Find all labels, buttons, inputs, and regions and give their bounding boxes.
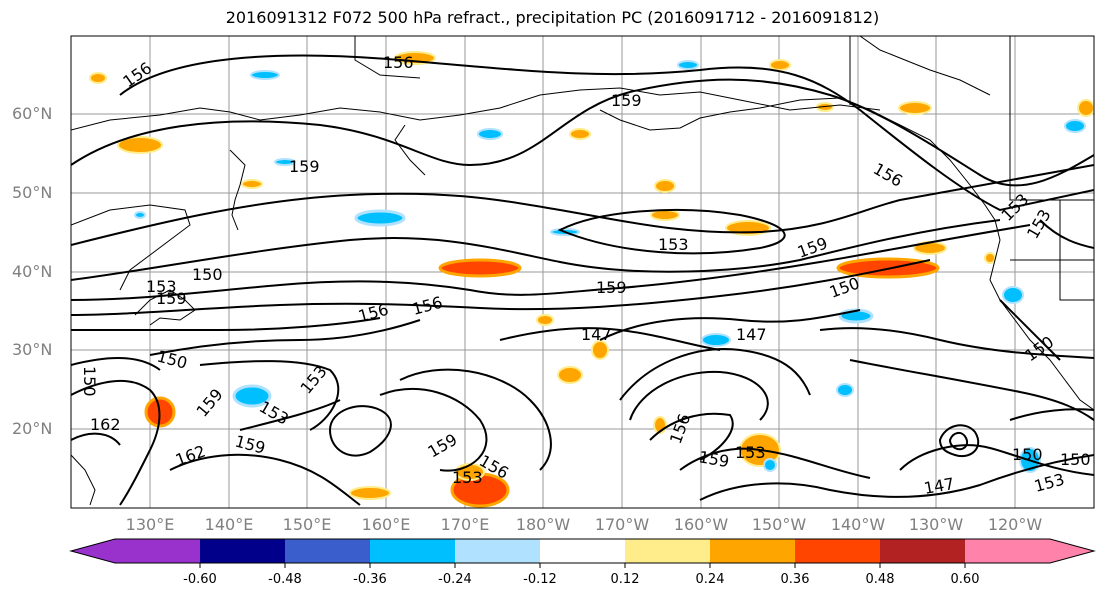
lon-label: 130°E	[125, 515, 175, 534]
colorbar-tick-label: -0.48	[268, 572, 302, 587]
lon-label: 180°W	[515, 515, 571, 534]
colorbar-tick-label: 0.24	[695, 572, 725, 587]
precipitation-shading	[89, 51, 1094, 508]
colorbar-extend-high	[1050, 539, 1094, 563]
contour-label: 159	[611, 91, 642, 110]
colorbar-tick-label: -0.60	[183, 572, 217, 587]
lat-label: 60°N	[12, 104, 53, 123]
lon-label: 150°W	[751, 515, 807, 534]
colorbar-segment	[880, 539, 965, 563]
contour-label: 153	[452, 468, 483, 487]
lat-label: 40°N	[12, 262, 53, 281]
colorbar-segment	[710, 539, 795, 563]
lon-label: 160°W	[673, 515, 729, 534]
map-title: 2016091312 F072 500 hPa refract., precip…	[225, 8, 880, 27]
colorbar-tick-label: 0.60	[950, 572, 980, 587]
colorbar-tick-label: 0.48	[865, 572, 895, 587]
colorbar-tick-label: -0.36	[353, 572, 387, 587]
lat-label: 50°N	[12, 183, 53, 202]
lon-label: 160°E	[361, 515, 411, 534]
lon-label: 170°E	[440, 515, 490, 534]
contour-label: 153	[658, 235, 689, 254]
colorbar-tick-label: 0.36	[780, 572, 810, 587]
lon-label: 130°W	[908, 515, 964, 534]
contour-label: 150	[1060, 450, 1091, 469]
contour-label: 150	[80, 366, 99, 397]
colorbar-segment	[455, 539, 540, 563]
contour-label: 150	[192, 265, 223, 284]
lat-label: 30°N	[12, 340, 53, 359]
contour-label: 162	[90, 415, 121, 434]
lon-label: 140°W	[830, 515, 886, 534]
contour-label: 159	[596, 278, 627, 297]
coastlines	[71, 36, 1094, 506]
colorbar-segment	[370, 539, 455, 563]
colorbar-tick-label: 0.12	[610, 572, 640, 587]
contour-label: 156	[383, 53, 414, 72]
contour-label: 159	[156, 289, 187, 308]
colorbar-segment	[200, 539, 285, 563]
colorbar-segment	[625, 539, 710, 563]
lon-label: 150°E	[282, 515, 332, 534]
refractivity-contours	[71, 54, 1094, 506]
colorbar-tick-label: -0.24	[438, 572, 472, 587]
colorbar-segment	[795, 539, 880, 563]
map-frame	[70, 35, 1095, 509]
colorbar-segment	[540, 539, 625, 563]
contour-label: 159	[289, 157, 320, 176]
colorbar-tick-label: -0.12	[523, 572, 557, 587]
contour-label: 153	[735, 443, 766, 462]
colorbar-segment	[115, 539, 200, 563]
colorbar-segment	[285, 539, 370, 563]
colorbar	[69, 538, 1096, 568]
lat-label: 20°N	[12, 419, 53, 438]
contour-label: 153	[146, 277, 177, 296]
contour-label: 147	[581, 325, 612, 344]
colorbar-extend-low	[71, 539, 115, 563]
lon-label: 170°W	[594, 515, 650, 534]
contour-label: 150	[1012, 445, 1043, 464]
lon-label: 140°E	[204, 515, 254, 534]
lon-label: 120°W	[987, 515, 1043, 534]
colorbar-segment	[965, 539, 1050, 563]
contour-label: 147	[736, 325, 767, 344]
